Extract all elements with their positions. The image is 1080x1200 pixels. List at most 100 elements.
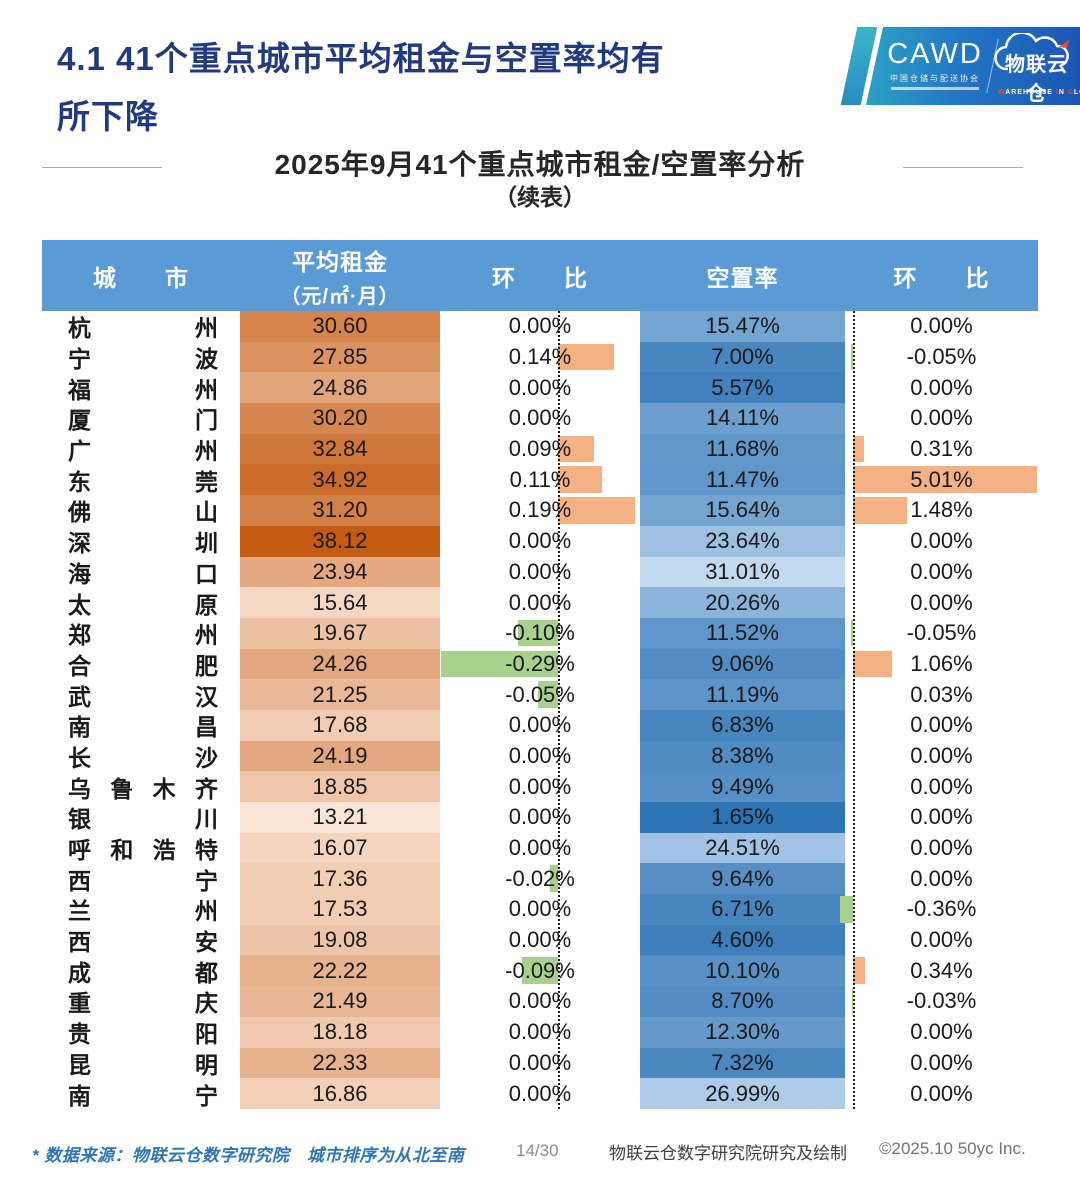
rent-cell: 22.33 — [240, 1047, 440, 1079]
table-row: 西宁 17.36 -0.02% 9.64% 0.00% — [42, 863, 1038, 895]
city-cell: 昆明 — [68, 1051, 218, 1078]
credit-line: 物联云仓数字研究院研究及绘制 — [609, 1144, 847, 1163]
vacancy-cell: 24.51% — [640, 832, 845, 864]
table-title-line2: （续表） — [494, 184, 586, 210]
vacancy-cell: 14.11% — [640, 403, 845, 434]
vacancy-mom-cell: 0.00% — [910, 374, 973, 400]
rent-mom-cell: 0.00% — [508, 773, 572, 799]
rent-mom-cell: -0.29% — [440, 649, 640, 680]
positive-bar — [853, 435, 865, 463]
city-cell: 郑州 — [68, 622, 218, 649]
vacancy-cell: 31.01% — [640, 556, 845, 588]
rent-cell: 18.85 — [240, 771, 440, 802]
vacancy-mom-cell: 1.06% — [845, 649, 1038, 680]
header-rent-mom: 环 比 — [492, 264, 588, 291]
table-row: 广州 32.84 0.09% 11.68% 0.31% — [42, 433, 1038, 465]
page-title-line2: 所下降 — [57, 98, 159, 135]
vacancy-mom-cell: 0.00% — [910, 835, 973, 861]
city-cell: 宁波 — [68, 346, 218, 373]
table-body: 杭州 30.60 0.00% 15.47% 0.00% 宁波 27.85 0.14% 7.00%… — [42, 311, 1038, 1109]
header-vacancy: 空置率 — [706, 264, 779, 291]
city-cell: 重庆 — [68, 990, 218, 1017]
vacancy-cell: 8.38% — [640, 740, 845, 772]
rent-mom-cell: 0.00% — [508, 528, 572, 554]
cawd-chinese-name: 中国仓储与配送协会 — [890, 74, 980, 83]
city-cell: 成都 — [68, 959, 218, 986]
cawd-microtext — [891, 87, 979, 90]
table-row: 南昌 17.68 0.00% 6.83% 0.00% — [42, 709, 1038, 741]
table-row: 杭州 30.60 0.00% 15.47% 0.00% — [42, 311, 1038, 342]
vacancy-cell: 5.57% — [640, 372, 845, 404]
city-cell: 海口 — [68, 560, 218, 587]
rent-mom-cell: -0.02% — [505, 865, 575, 892]
positive-bar — [853, 466, 1037, 493]
city-cell: 西宁 — [68, 867, 218, 894]
table-header: 城 市 平均租金 （元/㎡·月） 环 比 空置率 环 比 — [42, 240, 1038, 311]
rent-cell: 24.26 — [240, 648, 440, 680]
cloud-icon — [994, 33, 1069, 71]
vacancy-mom-cell: -0.03% — [845, 986, 1038, 1017]
rent-mom-cell: 0.00% — [508, 896, 572, 922]
vacancy-mom-cell: 0.00% — [910, 927, 973, 953]
rent-mom-cell: 0.00% — [508, 742, 572, 768]
city-cell: 西安 — [68, 929, 218, 956]
warehouse-in-cloud-logo: 物联云仓 WAREHOUSE IN CLOUD — [994, 33, 1080, 105]
table-title-line1: 2025年9月41个重点城市租金/空置率分析 — [274, 149, 806, 180]
vacancy-cell: 26.99% — [640, 1078, 845, 1109]
city-cell: 南宁 — [68, 1082, 218, 1109]
vacancy-mom-cell: -0.36% — [839, 894, 1038, 925]
rent-mom-cell: 0.00% — [508, 558, 572, 584]
vacancy-mom-baseline — [853, 311, 855, 1109]
city-cell: 东莞 — [68, 468, 218, 495]
table-row: 佛山 31.20 0.19% 15.64% 1.48% — [42, 495, 1038, 526]
table-row: 昆明 22.33 0.00% 7.32% 0.00% — [42, 1047, 1038, 1079]
vacancy-mom-cell: 0.00% — [910, 773, 973, 799]
vacancy-cell: 10.10% — [640, 955, 845, 987]
city-cell: 南昌 — [68, 714, 218, 741]
vacancy-cell: 9.49% — [640, 771, 845, 802]
negative-bar — [851, 343, 853, 371]
rent-cell: 24.19 — [240, 740, 440, 772]
city-cell: 武汉 — [68, 683, 218, 710]
vacancy-mom-cell: 5.01% — [845, 464, 1038, 495]
page-number: 14/30 — [516, 1141, 559, 1160]
table-row: 银川 13.21 0.00% 1.65% 0.00% — [42, 802, 1038, 833]
rent-cell: 18.18 — [240, 1016, 440, 1048]
vacancy-cell: 11.47% — [640, 464, 845, 496]
rent-mom-cell: 0.00% — [508, 405, 572, 431]
rent-mom-cell: 0.00% — [508, 804, 572, 830]
rent-cell: 16.86 — [240, 1078, 440, 1109]
rent-cell: 31.20 — [240, 495, 440, 526]
rent-cell: 17.36 — [240, 863, 440, 895]
vacancy-mom-cell: -0.05% — [845, 342, 1038, 373]
vacancy-mom-cell: 0.00% — [910, 589, 973, 615]
vacancy-mom-cell: 0.00% — [910, 1049, 973, 1075]
rent-cell: 38.12 — [240, 525, 440, 557]
rent-mom-cell: 0.00% — [508, 927, 572, 953]
rent-mom-cell: 0.14% — [440, 342, 640, 373]
rent-cell: 23.94 — [240, 556, 440, 588]
rent-mom-cell: 0.00% — [508, 1049, 572, 1075]
vacancy-mom-cell: 0.00% — [910, 712, 973, 738]
vacancy-mom-cell: 0.00% — [910, 1080, 973, 1106]
negative-bar — [441, 650, 558, 678]
vacancy-mom-cell: 0.00% — [910, 313, 973, 339]
vacancy-cell: 6.83% — [640, 709, 845, 741]
city-cell: 佛山 — [68, 499, 218, 526]
rent-cell: 17.53 — [240, 894, 440, 925]
rent-mom-cell: 0.00% — [508, 835, 572, 861]
logo-background — [866, 27, 1080, 105]
vacancy-mom-cell: 1.48% — [845, 495, 1038, 526]
rent-cell: 15.64 — [240, 587, 440, 618]
rent-mom-cell: 0.00% — [508, 1019, 572, 1045]
city-cell: 太原 — [68, 591, 218, 618]
page-title: 4.1 41个重点城市平均租金与空置率均有 所下降 — [57, 30, 847, 146]
header-rent: 平均租金 （元/㎡·月） — [280, 248, 400, 308]
table-row: 郑州 19.67 -0.10% 11.52% -0.05% — [42, 617, 1038, 649]
page-title-line1: 4.1 41个重点城市平均租金与空置率均有 — [57, 40, 665, 77]
rent-cell: 30.20 — [240, 403, 440, 434]
city-cell: 深圳 — [68, 530, 218, 557]
vacancy-mom-cell: 0.00% — [910, 1019, 973, 1045]
subtitle-divider-left — [42, 167, 162, 168]
rent-mom-cell: 0.00% — [508, 374, 572, 400]
